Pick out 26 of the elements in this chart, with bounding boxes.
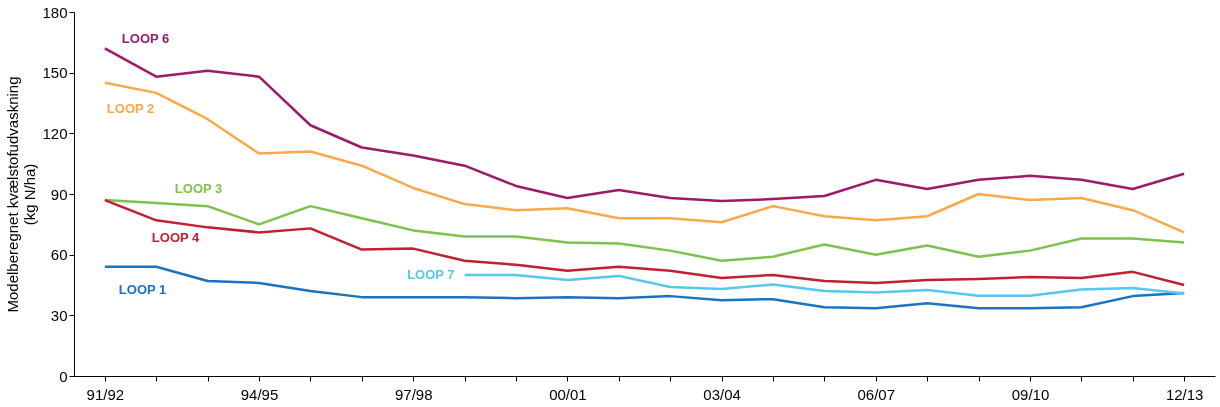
line-series [103,47,1186,203]
x-tick-label: 94/95 [240,385,279,403]
series-label: LOOP 6 [121,31,170,47]
y-axis-title: Modelberegnet kvælstofudvaskning (kg N/ha) [4,76,39,313]
series-label: LOOP 2 [106,100,155,116]
y-tick-label: 60 [50,246,68,264]
x-tick-label: 06/07 [857,385,896,403]
x-tick-label: 12/13 [1165,385,1204,403]
y-tick-label: 90 [50,185,68,203]
line-series [103,198,1186,287]
line-series [463,273,1186,297]
y-tick-label: 0 [59,367,68,385]
x-tick-label: 00/01 [549,385,587,403]
series-label: LOOP 1 [118,281,167,297]
series-label: LOOP 3 [174,181,223,197]
x-tick-label: 97/98 [394,385,433,403]
series-label: LOOP 4 [151,230,201,246]
x-tick-label: 03/04 [703,385,741,403]
y-tick-label: 180 [42,3,68,21]
line-series [103,81,1186,234]
y-tick-label: 30 [50,306,68,324]
x-tick-label: 91/92 [86,385,125,403]
y-tick-label: 120 [42,124,68,142]
x-tick-label: 09/10 [1011,385,1050,403]
y-tick-label: 150 [42,64,68,82]
series-label: LOOP 7 [407,266,455,282]
